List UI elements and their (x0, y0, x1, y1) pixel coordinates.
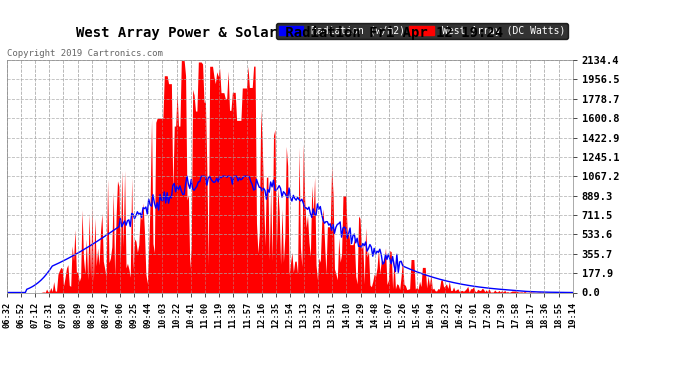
Text: West Array Power & Solar Radiation Fri Apr 12 19:24: West Array Power & Solar Radiation Fri A… (76, 26, 504, 40)
Text: Copyright 2019 Cartronics.com: Copyright 2019 Cartronics.com (7, 49, 163, 58)
Legend: Radiation (w/m2), West Array (DC Watts): Radiation (w/m2), West Array (DC Watts) (275, 23, 568, 39)
